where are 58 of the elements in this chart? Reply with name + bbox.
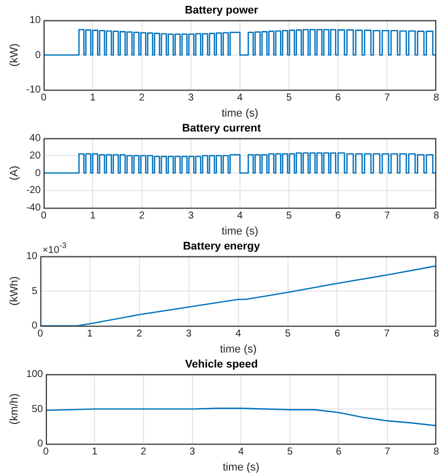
x-tick-label: 3	[189, 446, 196, 458]
y-axis-title: (kW)	[8, 43, 21, 67]
x-tick-label: 2	[139, 92, 146, 104]
chart-title: Battery current	[182, 122, 262, 135]
x-tick-label: 5	[284, 328, 291, 340]
y-tick-label: 0	[32, 320, 38, 332]
x-axis-title: time (s)	[220, 343, 257, 356]
x-tick-label: 8	[433, 210, 440, 222]
x-tick-label: 7	[384, 210, 390, 222]
x-tick-label: 6	[336, 446, 342, 458]
x-tick-label: 8	[433, 328, 440, 340]
x-tick-label: 4	[237, 92, 244, 104]
x-tick-label: 4	[237, 210, 244, 222]
chart-title: Battery energy	[182, 240, 261, 253]
y-tick-label: 40	[30, 132, 42, 144]
x-tick-label: 7	[384, 446, 391, 458]
x-tick-label: 7	[384, 92, 390, 104]
x-tick-label: 8	[433, 92, 440, 104]
y-tick-label: 50	[32, 404, 44, 415]
x-tick-label: 4	[238, 446, 244, 458]
y-axis-title: (km/h)	[8, 393, 21, 425]
x-tick-label: 2	[136, 328, 143, 340]
x-tick-label: 3	[186, 328, 192, 340]
x-tick-label: 7	[384, 328, 390, 340]
y-tick-label: -10	[26, 84, 42, 96]
x-tick-label: 2	[139, 210, 146, 222]
y-tick-label: -40	[26, 202, 42, 214]
y-tick-label: 0	[35, 50, 42, 61]
x-tick-label: 1	[90, 210, 96, 222]
x-tick-label: 5	[286, 210, 292, 222]
x-tick-label: 6	[335, 92, 342, 104]
y-tick-label: 10	[26, 250, 38, 262]
x-tick-label: 6	[334, 328, 340, 340]
x-tick-label: 3	[188, 92, 194, 104]
y-tick-label: 100	[26, 368, 44, 380]
y-axis-title: (kWh)	[8, 276, 21, 306]
x-tick-label: 1	[92, 446, 98, 458]
y-tick-label: 0	[35, 168, 42, 179]
y-tick-label: -20	[26, 185, 42, 196]
y-axis-title: (A)	[8, 166, 21, 180]
x-tick-label: 3	[188, 210, 194, 222]
x-tick-label: 4	[235, 328, 242, 340]
x-tick-label: 8	[433, 446, 440, 458]
x-tick-label: 6	[335, 210, 342, 222]
x-axis-title: time (s)	[222, 107, 258, 120]
x-tick-label: 5	[286, 92, 292, 104]
x-tick-label: 1	[90, 92, 96, 104]
y-tick-label: 20	[30, 150, 42, 162]
x-axis-title: time (s)	[222, 461, 260, 474]
x-axis-title: time (s)	[222, 225, 258, 238]
y-tick-label: 10	[30, 14, 42, 26]
x-tick-label: 1	[87, 328, 94, 340]
y-tick-label: 5	[32, 286, 38, 297]
chart-title: Vehicle speed	[185, 358, 258, 371]
chart-title: Battery power	[184, 4, 259, 17]
x-tick-label: 2	[140, 446, 147, 458]
y-tick-label: 0	[37, 438, 44, 450]
x-tick-label: 5	[287, 446, 294, 458]
